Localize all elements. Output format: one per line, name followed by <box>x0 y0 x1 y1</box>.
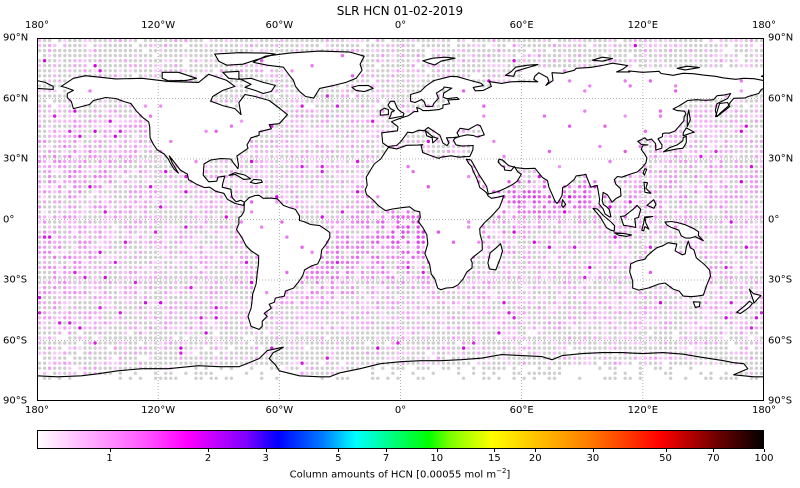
y-tick-label-right: 90°S <box>768 395 793 407</box>
coastline-hispaniola <box>249 178 263 185</box>
coastline-severnaya <box>591 56 614 62</box>
x-tick-label-top: 180° <box>24 20 50 31</box>
coastline-novaya-zemlya <box>504 64 539 77</box>
coastline-europe-asia <box>364 62 764 291</box>
colorbar-tick-mark <box>436 449 438 452</box>
coastline-madagascar <box>487 243 504 271</box>
colorbar-tick-label: 2 <box>204 453 212 464</box>
colorbar-label: Column amounts of HCN [0.00055 mol m−2] <box>289 467 511 481</box>
coastline-antarctica <box>37 346 764 390</box>
colorbar-tick-mark <box>592 449 594 452</box>
coastline-philippines-mindanao <box>646 199 657 209</box>
world-map-plot <box>37 38 764 401</box>
y-tick-label-left: 0° <box>3 214 15 225</box>
colorbar-tick-label: 1 <box>106 453 113 464</box>
x-tick-label-top: 180° <box>751 20 777 31</box>
x-tick-label-bottom: 120°W <box>141 405 176 416</box>
y-tick-label-left: 30°N <box>3 153 29 165</box>
coastline-taiwan <box>642 168 648 176</box>
coastline-north-america <box>60 73 288 206</box>
colorbar-tick-label: 30 <box>586 453 600 464</box>
coastline-sulawesi <box>641 215 654 232</box>
colorbar-tick-mark <box>109 449 111 452</box>
x-tick-label-top: 120°E <box>627 20 659 31</box>
coastline-japan <box>662 135 687 153</box>
x-tick-label-top: 60°E <box>509 20 534 31</box>
coastline-victoria <box>161 71 198 82</box>
x-tick-label-bottom: 180° <box>751 405 777 416</box>
x-tick-label-top: 0° <box>394 20 407 31</box>
y-tick-label-left: 90°S <box>3 395 28 407</box>
coastline-sri-lanka <box>561 199 567 208</box>
x-tick-label-bottom: 60°E <box>509 405 534 416</box>
y-tick-label-left: 60°S <box>3 335 28 346</box>
coastline-australia <box>629 240 712 298</box>
colorbar-tick-mark <box>713 449 715 452</box>
coastline-ireland <box>379 107 389 116</box>
y-tick-label-right: 60°S <box>768 335 793 346</box>
coastline-sakhalin <box>686 109 691 128</box>
colorbar-tick-mark <box>764 449 765 452</box>
coastline-new-guinea <box>664 220 704 242</box>
y-tick-label-right: 90°N <box>768 32 794 44</box>
colorbar-tick-mark <box>338 449 340 452</box>
colorbar-tick-mark <box>386 449 388 452</box>
coastline-wrangel <box>760 74 764 78</box>
coastline-baffin <box>222 70 276 95</box>
coastline-ellesmere <box>214 52 276 66</box>
gridlines <box>37 38 764 401</box>
colorbar-tick-label: 7 <box>382 453 390 464</box>
data-dots <box>37 38 764 380</box>
coastline-chukotka <box>37 80 54 90</box>
colorbar-tick-label: 50 <box>659 453 672 464</box>
colorbar-tick-label: 15 <box>488 453 501 464</box>
colorbar-tick-mark <box>665 449 667 452</box>
x-tick-label-bottom: 0° <box>394 405 407 416</box>
x-tick-label-bottom: 120°E <box>627 405 659 416</box>
coastline-kamchatka <box>714 101 731 118</box>
x-tick-label-bottom: 60°W <box>265 405 294 416</box>
coastline-sumatra <box>592 207 616 232</box>
coastline-philippines-luzon <box>643 181 652 194</box>
coastline-hokkaido <box>682 127 695 137</box>
colorbar-tick-label: 10 <box>430 453 444 464</box>
colorbar <box>37 430 764 449</box>
coastline-new-siberian <box>676 65 700 71</box>
y-tick-label-left: 30°S <box>3 274 28 286</box>
coastline-iceland <box>351 84 374 93</box>
coastline-java <box>613 232 633 237</box>
colorbar-tick-mark <box>494 449 496 452</box>
coastline-borneo <box>620 204 642 228</box>
coastline-south-america <box>235 194 331 330</box>
colorbar-tick-label: 20 <box>528 453 542 464</box>
coastlines <box>37 50 764 390</box>
coastline-greenland <box>252 50 365 99</box>
coastline-nz-south <box>736 300 754 315</box>
y-tick-label-left: 90°N <box>3 32 29 44</box>
colorbar-tick-mark <box>208 449 210 452</box>
x-tick-label-top: 60°W <box>265 20 294 31</box>
colorbar-tick-mark <box>265 449 267 452</box>
coastline-svalbard <box>422 56 456 66</box>
y-tick-label-right: 0° <box>768 214 780 225</box>
colorbar-tick-mark <box>535 449 537 452</box>
coastline-cuba <box>228 172 252 180</box>
chart-title: SLR HCN 01-02-2019 <box>336 4 464 18</box>
colorbar-tick-label: 70 <box>706 453 720 464</box>
x-tick-label-bottom: 180° <box>24 405 50 416</box>
y-tick-label-right: 60°N <box>768 93 794 104</box>
coastline-nz-north <box>748 288 762 304</box>
y-tick-label-right: 30°N <box>768 153 794 165</box>
colorbar-tick-label: 100 <box>754 453 774 464</box>
coastline-tasmania <box>692 301 701 308</box>
coastline-britain <box>387 100 405 120</box>
colorbar-tick-label: 3 <box>262 453 269 464</box>
y-tick-label-left: 60°N <box>3 93 29 104</box>
colorbar-tick-label: 5 <box>335 453 342 464</box>
y-tick-label-right: 30°S <box>768 274 793 286</box>
x-tick-label-top: 120°W <box>141 20 176 31</box>
